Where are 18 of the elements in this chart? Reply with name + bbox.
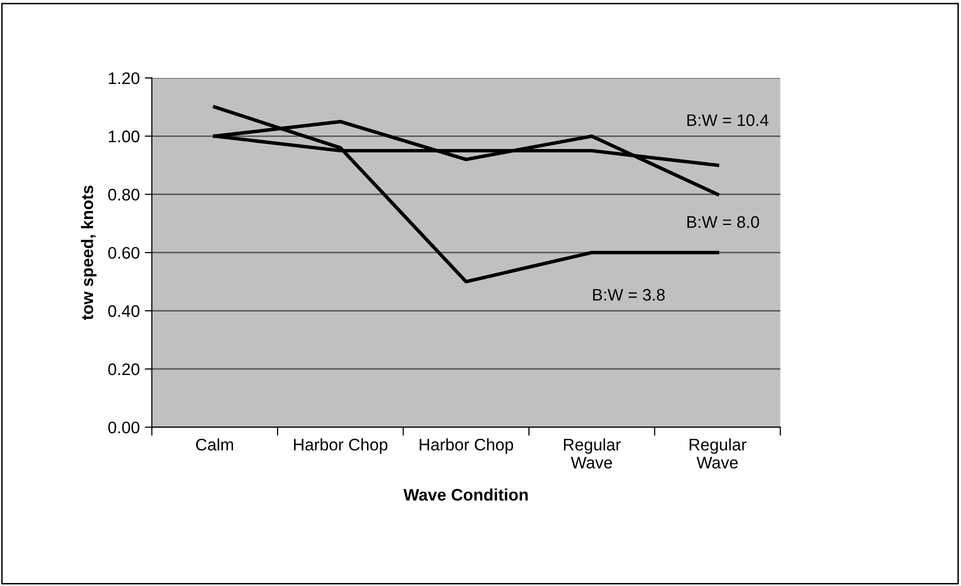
y-tick-label: 1.20: [108, 72, 140, 84]
x-tick-label: Harbor Chop: [294, 438, 388, 454]
x-tick-label: Regular Wave: [564, 438, 621, 468]
text: B:W = 3.8: [593, 288, 665, 301]
series-label: B:W = 8.0: [687, 216, 760, 228]
x-tick-label: Calm: [196, 438, 234, 451]
x-tick-label: Regular Wave: [690, 438, 746, 468]
y-tick-label: 0.60: [108, 246, 140, 259]
y-tick-label: 0.40: [108, 305, 140, 317]
y-tick-label: 0.20: [108, 363, 140, 376]
y-tick-label: 0.00: [108, 422, 140, 434]
x-tick-label: Harbor Chop: [420, 438, 514, 454]
y-tick-label: 0.80: [108, 188, 140, 201]
text: B:W = 10.4: [687, 114, 768, 126]
x-axis-title: Wave Condition: [403, 488, 528, 501]
y-axis-title: tow speed, knots: [80, 186, 96, 320]
line-series: [212, 105, 720, 284]
y-tick-label: 1.00: [108, 130, 140, 142]
